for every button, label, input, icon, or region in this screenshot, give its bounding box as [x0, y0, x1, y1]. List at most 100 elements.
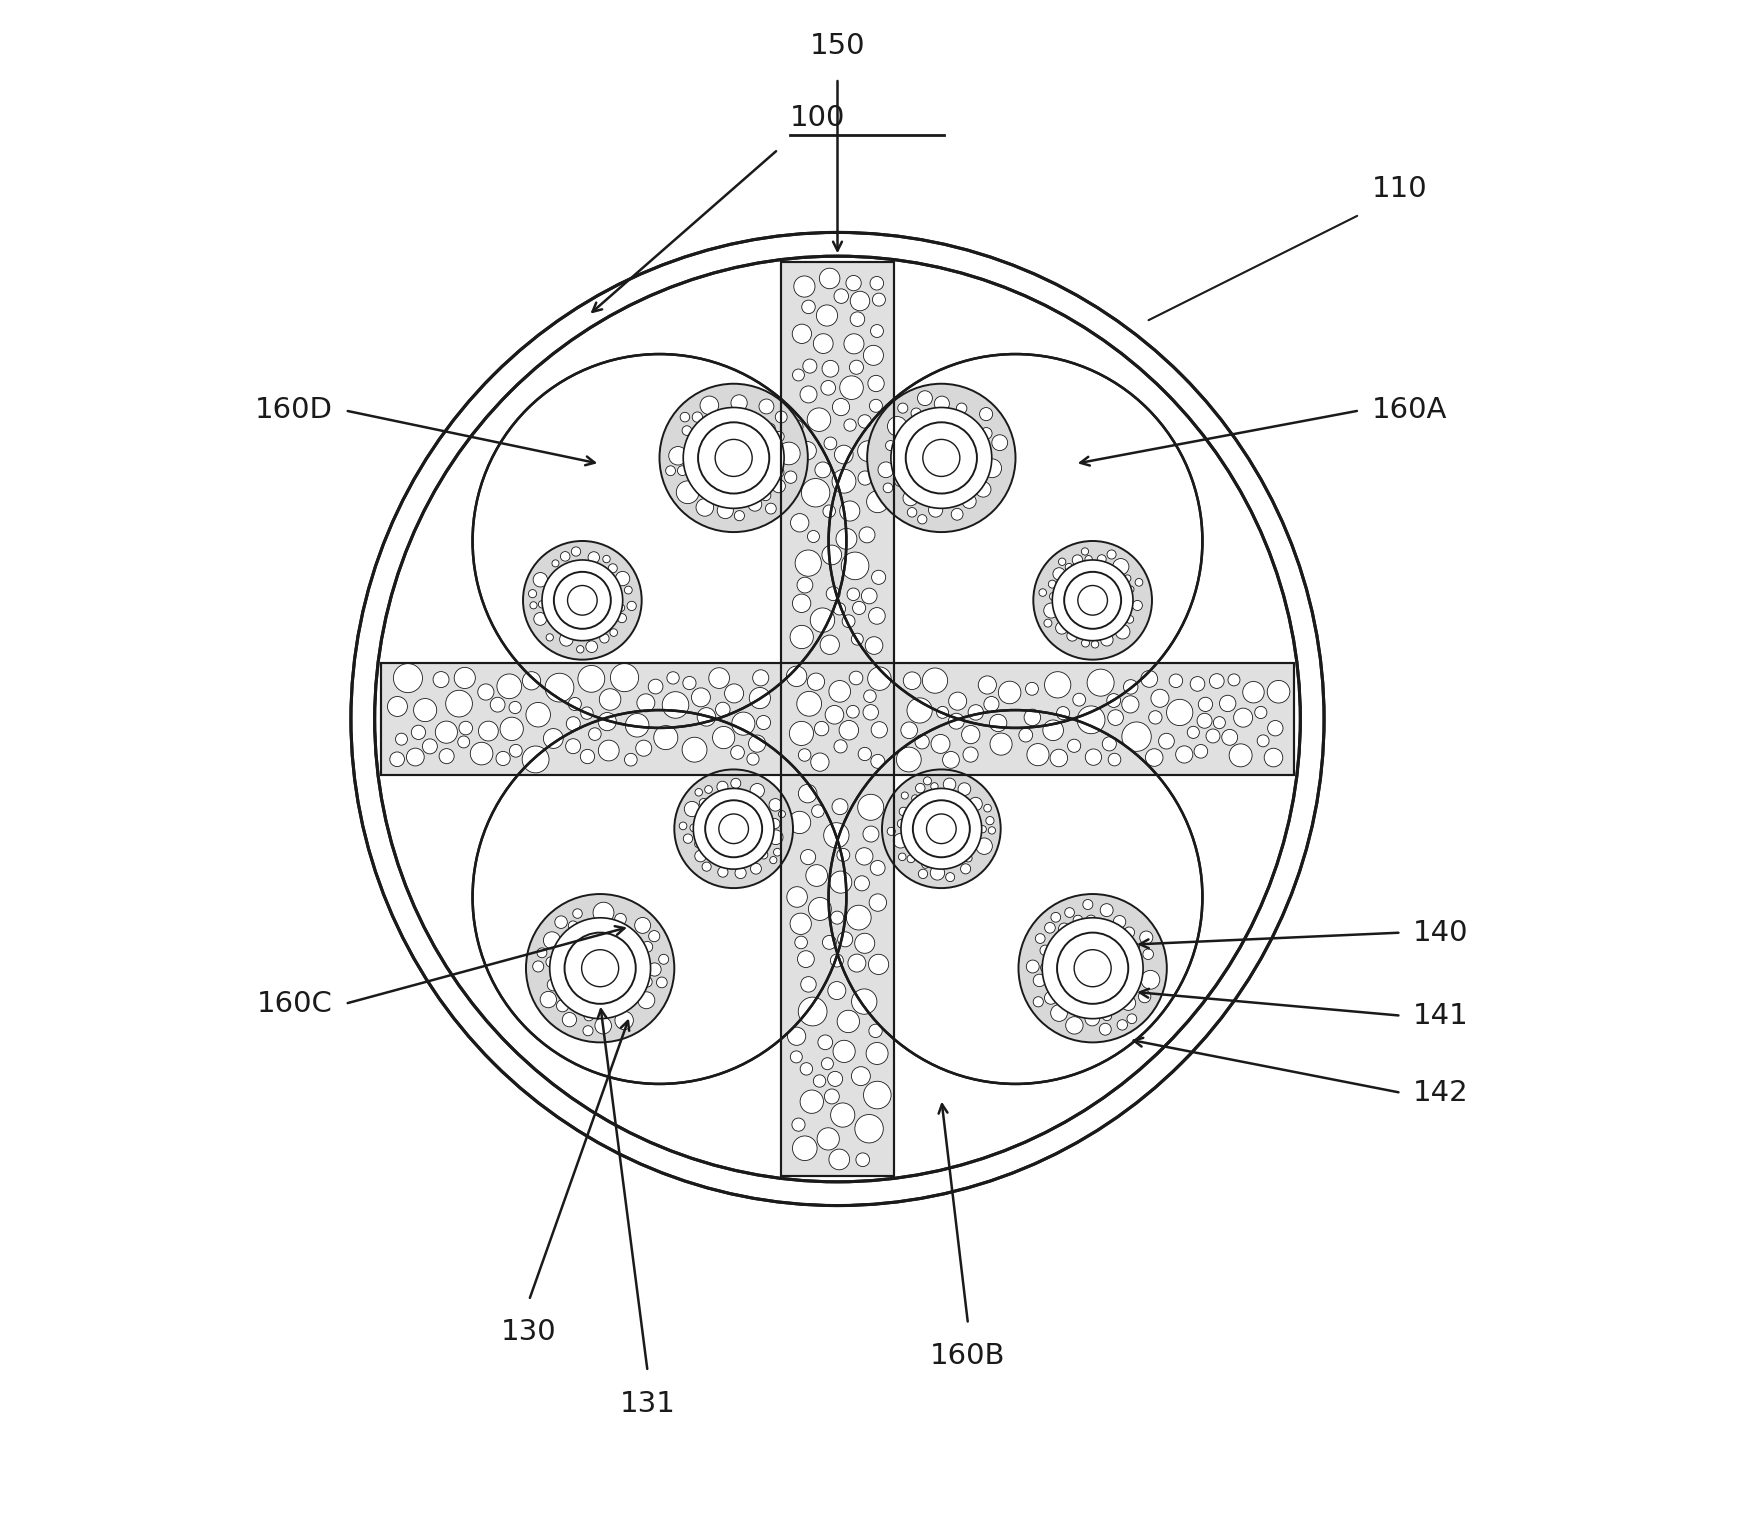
Circle shape [864, 1081, 891, 1109]
Circle shape [801, 1063, 813, 1075]
Circle shape [963, 747, 977, 762]
Circle shape [778, 811, 785, 817]
Circle shape [550, 918, 651, 1019]
Circle shape [852, 602, 866, 614]
Circle shape [1106, 693, 1120, 707]
Circle shape [787, 1028, 806, 1046]
Circle shape [1101, 904, 1113, 916]
Circle shape [1124, 680, 1138, 695]
Circle shape [864, 637, 882, 655]
Circle shape [1219, 695, 1237, 712]
Circle shape [610, 629, 617, 637]
Circle shape [674, 770, 794, 889]
Circle shape [790, 913, 811, 935]
Circle shape [769, 857, 776, 864]
Circle shape [1073, 693, 1085, 705]
Circle shape [526, 702, 550, 727]
Circle shape [1101, 634, 1113, 646]
Circle shape [1233, 709, 1252, 727]
Circle shape [529, 589, 536, 597]
Circle shape [868, 667, 891, 690]
Circle shape [841, 615, 856, 628]
Circle shape [677, 466, 688, 475]
Circle shape [965, 855, 972, 861]
Circle shape [910, 408, 921, 418]
Circle shape [831, 912, 843, 924]
Circle shape [961, 725, 979, 744]
Circle shape [778, 443, 801, 464]
Circle shape [1228, 673, 1240, 686]
Circle shape [1108, 550, 1117, 559]
Circle shape [986, 817, 995, 825]
Circle shape [617, 614, 626, 623]
Circle shape [884, 483, 893, 493]
Circle shape [833, 399, 850, 415]
Circle shape [826, 586, 840, 600]
Circle shape [859, 527, 875, 542]
Circle shape [439, 748, 453, 764]
Circle shape [411, 725, 425, 739]
Circle shape [593, 902, 614, 924]
Circle shape [1065, 907, 1074, 918]
Circle shape [916, 783, 924, 793]
Circle shape [1041, 945, 1051, 956]
Circle shape [573, 909, 582, 918]
Circle shape [790, 513, 810, 531]
Circle shape [984, 696, 998, 712]
Circle shape [616, 571, 630, 586]
Circle shape [810, 608, 834, 632]
Circle shape [979, 676, 997, 695]
Circle shape [614, 913, 626, 925]
Circle shape [587, 551, 600, 563]
Circle shape [556, 916, 568, 928]
Circle shape [759, 399, 774, 414]
Circle shape [522, 541, 642, 660]
Circle shape [624, 586, 632, 594]
Circle shape [526, 893, 674, 1043]
Circle shape [1087, 669, 1115, 696]
Circle shape [547, 979, 559, 991]
Circle shape [459, 736, 469, 748]
Circle shape [856, 1153, 870, 1167]
Circle shape [857, 794, 884, 820]
Circle shape [533, 960, 543, 973]
Circle shape [1138, 991, 1150, 1003]
Circle shape [579, 666, 605, 692]
Circle shape [912, 796, 919, 802]
Circle shape [545, 957, 556, 967]
Text: 110: 110 [1372, 174, 1427, 203]
Circle shape [901, 788, 983, 869]
Circle shape [901, 793, 908, 799]
Circle shape [789, 420, 803, 434]
Circle shape [1058, 557, 1065, 565]
Circle shape [818, 1035, 833, 1049]
Circle shape [893, 834, 908, 847]
Circle shape [559, 632, 573, 646]
Circle shape [836, 528, 857, 550]
Circle shape [863, 826, 878, 841]
Circle shape [1065, 1017, 1083, 1034]
Circle shape [827, 1072, 843, 1086]
Circle shape [834, 289, 848, 304]
Circle shape [718, 502, 734, 519]
Circle shape [577, 646, 584, 654]
Circle shape [988, 826, 995, 834]
Circle shape [854, 876, 870, 890]
Circle shape [533, 573, 547, 586]
Circle shape [624, 753, 637, 767]
Circle shape [598, 713, 616, 731]
Circle shape [702, 863, 711, 872]
Circle shape [1081, 640, 1090, 647]
Circle shape [822, 545, 841, 565]
Circle shape [453, 667, 475, 689]
Circle shape [931, 783, 938, 789]
Circle shape [753, 670, 769, 686]
Circle shape [792, 1118, 804, 1132]
Circle shape [831, 954, 843, 967]
Circle shape [600, 689, 621, 710]
Circle shape [931, 734, 951, 753]
Circle shape [1140, 931, 1154, 944]
Circle shape [691, 412, 702, 423]
Circle shape [1083, 899, 1094, 910]
Circle shape [1194, 745, 1208, 757]
